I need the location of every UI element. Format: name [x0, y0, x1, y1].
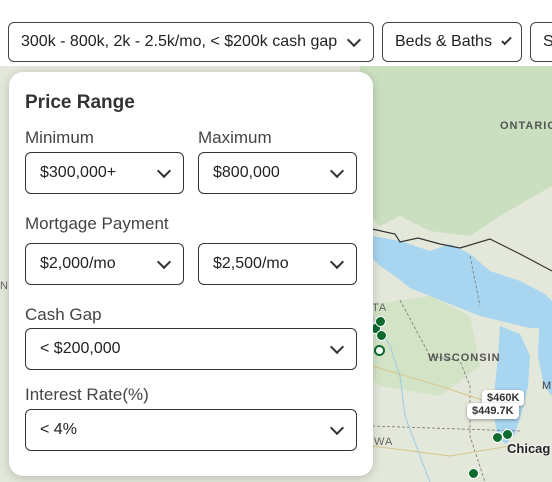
- interest-rate-label: Interest Rate(%): [25, 385, 149, 404]
- minimum-label: Minimum: [25, 128, 94, 147]
- price-pin[interactable]: $460K: [482, 390, 525, 406]
- property-marker[interactable]: [468, 468, 479, 479]
- chevron-down-icon: [329, 163, 345, 178]
- cash-gap-value: < $200,000: [40, 340, 121, 357]
- minimum-price-select[interactable]: $300,000+: [25, 152, 184, 194]
- cash-gap-label: Cash Gap: [25, 305, 102, 324]
- property-marker[interactable]: [375, 316, 386, 327]
- chevron-down-icon: [156, 254, 172, 269]
- mortgage-min-value: $2,000/mo: [40, 255, 116, 272]
- city-label: Chicag: [507, 441, 551, 456]
- beds-baths-button[interactable]: Beds & Baths: [382, 22, 522, 62]
- price-filter-label: 300k - 800k, 2k - 2.5k/mo, < $200k cash …: [21, 33, 338, 50]
- chevron-down-icon: [329, 339, 345, 354]
- maximum-price-value: $800,000: [213, 164, 280, 181]
- chevron-down-icon: [156, 163, 172, 178]
- chevron-down-icon: [347, 32, 362, 47]
- maximum-price-select[interactable]: $800,000: [198, 152, 357, 194]
- mortgage-max-value: $2,500/mo: [213, 255, 289, 272]
- chevron-down-icon: [329, 254, 345, 269]
- map-label-wa: WA: [374, 436, 394, 448]
- mortgage-max-select[interactable]: $2,500/mo: [198, 243, 357, 285]
- property-marker[interactable]: [374, 345, 385, 356]
- next-filter-button[interactable]: S: [530, 22, 552, 62]
- mortgage-min-select[interactable]: $2,000/mo: [25, 243, 184, 285]
- maximum-label: Maximum: [198, 128, 272, 147]
- map-label-ontario: ONTARIO: [500, 120, 552, 132]
- filter-bar: 300k - 800k, 2k - 2.5k/mo, < $200k cash …: [0, 0, 552, 66]
- chevron-down-icon: [329, 420, 345, 435]
- next-filter-label: S: [543, 33, 552, 51]
- beds-baths-label: Beds & Baths: [395, 33, 492, 50]
- price-range-panel: Price Range Minimum Maximum $300,000+ $8…: [9, 72, 373, 476]
- chevron-down-icon: [501, 34, 512, 45]
- property-marker[interactable]: [376, 330, 387, 341]
- property-marker[interactable]: [502, 429, 513, 440]
- cash-gap-select[interactable]: < $200,000: [25, 328, 357, 370]
- minimum-price-value: $300,000+: [40, 164, 117, 181]
- panel-title: Price Range: [25, 92, 135, 113]
- interest-rate-select[interactable]: < 4%: [25, 409, 357, 451]
- map-label-wisconsin: WISCONSIN: [428, 352, 501, 364]
- mortgage-label: Mortgage Payment: [25, 214, 169, 233]
- interest-rate-value: < 4%: [40, 421, 77, 438]
- price-pin[interactable]: $449.7K: [467, 403, 519, 419]
- map-label-m: M: [542, 380, 552, 392]
- map-label-ta: TA: [372, 302, 388, 314]
- price-filter-button[interactable]: 300k - 800k, 2k - 2.5k/mo, < $200k cash …: [8, 22, 374, 62]
- map-label-n: N: [0, 280, 9, 292]
